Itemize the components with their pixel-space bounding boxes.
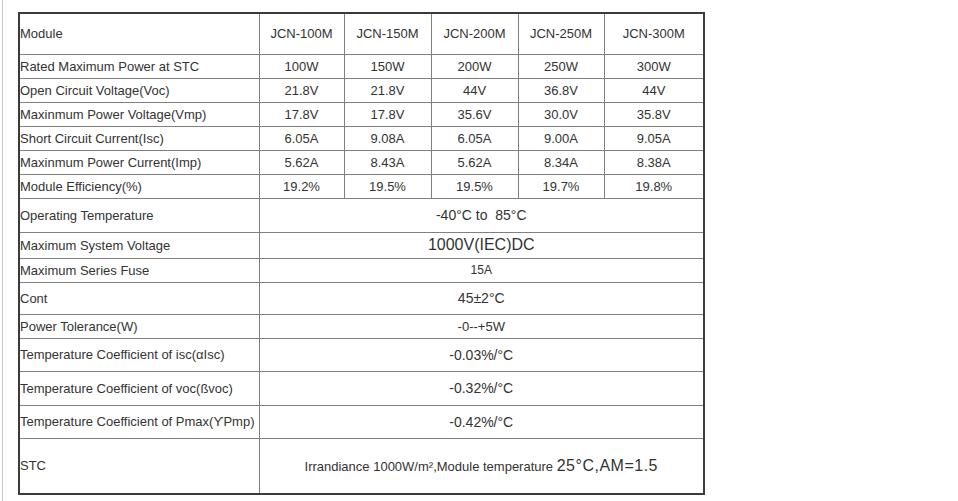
column-header-jcn-100m: JCN-100M (259, 13, 344, 54)
span-row-value: -0--+5W (259, 314, 704, 338)
page: Module JCN-100M JCN-150M JCN-200M JCN-25… (0, 0, 958, 501)
span-row-value: 1000V(IEC)DC (259, 232, 704, 258)
span-row-value: -0.03%/°C (259, 338, 704, 371)
spec-value-cell: 9.05A (604, 126, 704, 150)
stc-value-conditions: 25°C,AM=1.5 (557, 457, 658, 474)
span-row-value: -40°C to 85°C (259, 198, 704, 232)
spec-value-cell: 19.5% (431, 174, 518, 198)
spec-value-cell: 30.0V (518, 102, 604, 126)
stc-value-text: Irrandiance 1000W/m²,Module temperature (305, 459, 557, 474)
table-row-rated-power: Rated Maximum Power at STC 100W 150W 200… (19, 54, 704, 78)
span-row-label: Maximum System Voltage (19, 232, 259, 258)
spec-value-cell: 19.5% (344, 174, 431, 198)
spec-value-cell: 36.8V (518, 78, 604, 102)
table-row-max-power-current: Maxinmum Power Current(Imp) 5.62A 8.43A … (19, 150, 704, 174)
span-row-label: Cont (19, 282, 259, 314)
spec-value-cell: 8.34A (518, 150, 604, 174)
spec-row-label: Open Circuit Voltage(Voc) (19, 78, 259, 102)
table-row-operating-temperature: Operating Temperature -40°C to 85°C (19, 198, 704, 232)
span-row-value: -0.32%/°C (259, 371, 704, 405)
span-row-value: 45±2°C (259, 282, 704, 314)
spec-value-cell: 21.8V (344, 78, 431, 102)
page-left-edge-divider (2, 0, 3, 501)
table-row-max-system-voltage: Maximum System Voltage 1000V(IEC)DC (19, 232, 704, 258)
spec-value-cell: 19.7% (518, 174, 604, 198)
spec-value-cell: 21.8V (259, 78, 344, 102)
table-row-stc: STC Irrandiance 1000W/m²,Module temperat… (19, 438, 704, 494)
spec-value-cell: 300W (604, 54, 704, 78)
spec-value-cell: 200W (431, 54, 518, 78)
spec-value-cell: 35.6V (431, 102, 518, 126)
module-spec-table: Module JCN-100M JCN-150M JCN-200M JCN-25… (18, 12, 705, 495)
spec-value-cell: 17.8V (344, 102, 431, 126)
spec-value-cell: 44V (604, 78, 704, 102)
column-header-jcn-200m: JCN-200M (431, 13, 518, 54)
table-row-power-tolerance: Power Tolerance(W) -0--+5W (19, 314, 704, 338)
table-row-temp-coefficient-pmax: Temperature Coefficient of Pmax(ϒPmp) -0… (19, 405, 704, 438)
spec-value-cell: 44V (431, 78, 518, 102)
table-row-short-circuit-current: Short Circuit Current(Isc) 6.05A 9.08A 6… (19, 126, 704, 150)
span-row-label: Power Tolerance(W) (19, 314, 259, 338)
spec-value-cell: 6.05A (259, 126, 344, 150)
column-header-jcn-150m: JCN-150M (344, 13, 431, 54)
spec-row-label: Rated Maximum Power at STC (19, 54, 259, 78)
table-row-module-efficiency: Module Efficiency(%) 19.2% 19.5% 19.5% 1… (19, 174, 704, 198)
spec-value-cell: 8.43A (344, 150, 431, 174)
spec-value-cell: 17.8V (259, 102, 344, 126)
table-row-max-power-voltage: Maxinmum Power Voltage(Vmp) 17.8V 17.8V … (19, 102, 704, 126)
span-row-label: Temperature Coefficient of isc(αIsc) (19, 338, 259, 371)
span-row-value: 15A (259, 258, 704, 282)
table-row-max-series-fuse: Maximum Series Fuse 15A (19, 258, 704, 282)
module-header-cell: Module (19, 13, 259, 54)
spec-row-label: Module Efficiency(%) (19, 174, 259, 198)
span-row-value: -0.42%/°C (259, 405, 704, 438)
spec-row-label: Maxinmum Power Voltage(Vmp) (19, 102, 259, 126)
table-row-temp-coefficient-isc: Temperature Coefficient of isc(αIsc) -0.… (19, 338, 704, 371)
spec-value-cell: 5.62A (259, 150, 344, 174)
span-row-label: Temperature Coefficient of Pmax(ϒPmp) (19, 405, 259, 438)
spec-value-cell: 9.08A (344, 126, 431, 150)
table-row-temp-coefficient-voc: Temperature Coefficient of voc(ßvoc) -0.… (19, 371, 704, 405)
spec-value-cell: 100W (259, 54, 344, 78)
spec-value-cell: 8.38A (604, 150, 704, 174)
spec-value-cell: 250W (518, 54, 604, 78)
spec-value-cell: 9.00A (518, 126, 604, 150)
spec-value-cell: 150W (344, 54, 431, 78)
table-row-open-circuit-voltage: Open Circuit Voltage(Voc) 21.8V 21.8V 44… (19, 78, 704, 102)
spec-value-cell: 35.8V (604, 102, 704, 126)
table-header-row: Module JCN-100M JCN-150M JCN-200M JCN-25… (19, 13, 704, 54)
span-row-label: Operating Temperature (19, 198, 259, 232)
stc-row-value: Irrandiance 1000W/m²,Module temperature … (259, 438, 704, 494)
spec-value-cell: 5.62A (431, 150, 518, 174)
spec-row-label: Maxinmum Power Current(Imp) (19, 150, 259, 174)
spec-value-cell: 19.2% (259, 174, 344, 198)
spec-value-cell: 6.05A (431, 126, 518, 150)
stc-row-label: STC (19, 438, 259, 494)
span-row-label: Temperature Coefficient of voc(ßvoc) (19, 371, 259, 405)
spec-value-cell: 19.8% (604, 174, 704, 198)
table-row-cont: Cont 45±2°C (19, 282, 704, 314)
spec-row-label: Short Circuit Current(Isc) (19, 126, 259, 150)
span-row-label: Maximum Series Fuse (19, 258, 259, 282)
column-header-jcn-250m: JCN-250M (518, 13, 604, 54)
column-header-jcn-300m: JCN-300M (604, 13, 704, 54)
